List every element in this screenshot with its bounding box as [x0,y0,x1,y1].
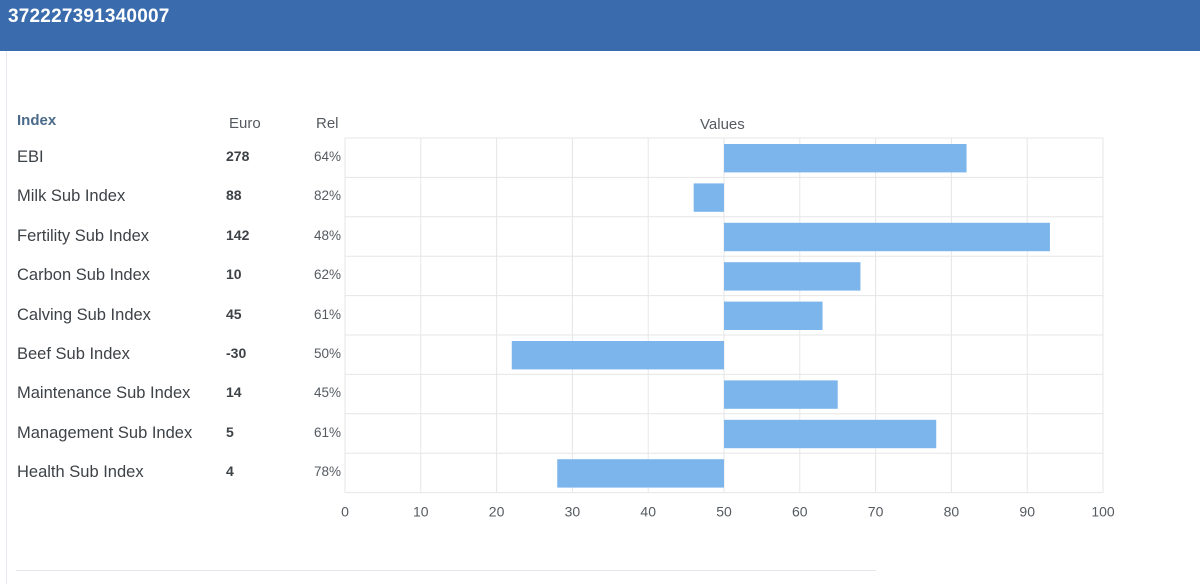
x-axis-tick-label: 50 [716,504,732,520]
row-rel-value: 45% [314,385,342,401]
x-axis-tick-label: 20 [489,504,505,520]
chart-title: Values [700,116,745,133]
table-row: Calving Sub Index 45 61% [0,296,345,335]
row-index-name: Calving Sub Index [17,305,151,324]
bar-milk-sub-index [693,183,724,212]
x-axis-tick-label: 60 [792,504,808,520]
index-column-header: Index [17,112,57,129]
table-row: Milk Sub Index 88 82% [0,177,345,216]
row-euro-value: -30 [226,345,247,361]
row-index-name: Fertility Sub Index [17,226,150,245]
row-index-name: Milk Sub Index [17,187,126,206]
bar-fertility-sub-index [724,222,1050,252]
x-axis-tick-label: 100 [1091,504,1115,520]
header-bar: 372227391340007 [0,0,1200,51]
rel-column-header: Rel [316,115,339,132]
x-axis-tick-label: 90 [1019,504,1035,520]
euro-column-header: Euro [229,115,261,132]
row-index-name: Health Sub Index [17,463,144,482]
row-index-name: Management Sub Index [17,423,193,442]
row-rel-value: 50% [314,346,342,361]
x-axis-tick-label: 40 [640,504,656,520]
table-row: Management Sub Index 5 61% [0,414,345,453]
table-row: Health Sub Index 4 78% [0,453,345,492]
table-row: EBI 278 64% [0,138,345,177]
row-rel-value: 82% [314,188,342,204]
bar-calving-sub-index [724,301,823,330]
bar-ebi [724,144,967,173]
row-rel-value: 78% [314,464,342,480]
row-euro-value: 142 [226,226,250,243]
row-rel-value: 64% [314,149,342,164]
row-euro-value: 278 [226,148,250,164]
row-rel-value: 62% [314,267,342,283]
row-euro-value: 45 [226,305,242,322]
row-rel-value: 48% [314,227,342,243]
bar-health-sub-index [557,459,724,488]
x-axis-tick-label: 10 [413,504,429,520]
row-euro-value: 14 [226,384,242,401]
row-index-name: Beef Sub Index [17,345,130,363]
row-rel-value: 61% [314,306,342,322]
row-index-name: Carbon Sub Index [17,266,151,285]
row-euro-value: 88 [226,187,242,204]
bar-management-sub-index [724,419,937,449]
row-index-name: EBI [17,148,44,166]
bottom-divider [16,570,876,571]
table-row: Beef Sub Index -30 50% [0,335,345,374]
row-euro-value: 4 [226,463,234,480]
table-row: Maintenance Sub Index 14 45% [0,374,345,413]
row-index-name: Maintenance Sub Index [17,384,191,403]
bar-beef-sub-index [511,341,724,370]
row-euro-value: 5 [226,423,234,440]
content-frame-border [6,51,7,584]
row-euro-value: 10 [226,266,242,283]
table-row: Carbon Sub Index 10 62% [0,256,345,295]
x-axis-tick-label: 0 [341,504,349,520]
row-rel-value: 61% [314,424,342,440]
bar-carbon-sub-index [724,262,861,291]
x-axis-tick-label: 70 [868,504,884,520]
x-axis-tick-label: 30 [565,504,581,520]
x-axis-tick-label: 80 [944,504,960,520]
bar-maintenance-sub-index [724,380,838,409]
table-row: Fertility Sub Index 142 48% [0,217,345,256]
animal-id-title: 372227391340007 [8,6,170,27]
